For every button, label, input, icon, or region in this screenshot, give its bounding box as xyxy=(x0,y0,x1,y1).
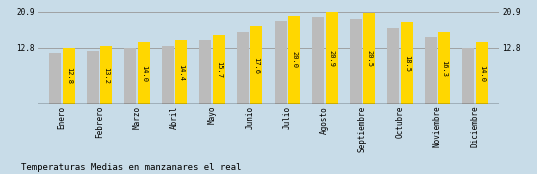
Text: 15.7: 15.7 xyxy=(216,61,222,78)
Text: Temperaturas Medias en manzanares el real: Temperaturas Medias en manzanares el rea… xyxy=(21,163,242,172)
Bar xyxy=(138,42,150,104)
Bar xyxy=(162,46,174,104)
Bar xyxy=(312,17,324,104)
Text: 20.0: 20.0 xyxy=(291,52,297,69)
Bar xyxy=(425,37,437,104)
Bar xyxy=(476,42,488,104)
Bar xyxy=(325,12,338,104)
Text: 20.9: 20.9 xyxy=(329,49,335,66)
Bar xyxy=(100,46,112,104)
Bar xyxy=(87,51,99,104)
Bar xyxy=(288,16,300,104)
Bar xyxy=(462,48,474,104)
Bar xyxy=(176,41,187,104)
Text: 18.5: 18.5 xyxy=(404,55,410,72)
Bar xyxy=(401,22,412,104)
Text: 14.4: 14.4 xyxy=(178,64,184,81)
Text: 12.8: 12.8 xyxy=(66,68,72,85)
Text: 20.5: 20.5 xyxy=(366,50,372,67)
Bar xyxy=(49,53,61,104)
Bar xyxy=(438,32,450,104)
Bar xyxy=(387,28,399,104)
Bar xyxy=(213,35,225,104)
Text: 14.0: 14.0 xyxy=(141,65,147,82)
Text: 14.0: 14.0 xyxy=(479,65,485,82)
Bar xyxy=(274,21,287,104)
Text: 17.6: 17.6 xyxy=(253,57,259,74)
Bar xyxy=(199,40,212,104)
Bar xyxy=(125,48,136,104)
Bar xyxy=(250,26,263,104)
Bar xyxy=(363,13,375,104)
Text: 16.3: 16.3 xyxy=(441,60,447,77)
Bar xyxy=(237,31,249,104)
Bar xyxy=(350,19,361,104)
Text: 13.2: 13.2 xyxy=(103,67,110,84)
Bar xyxy=(63,48,75,104)
